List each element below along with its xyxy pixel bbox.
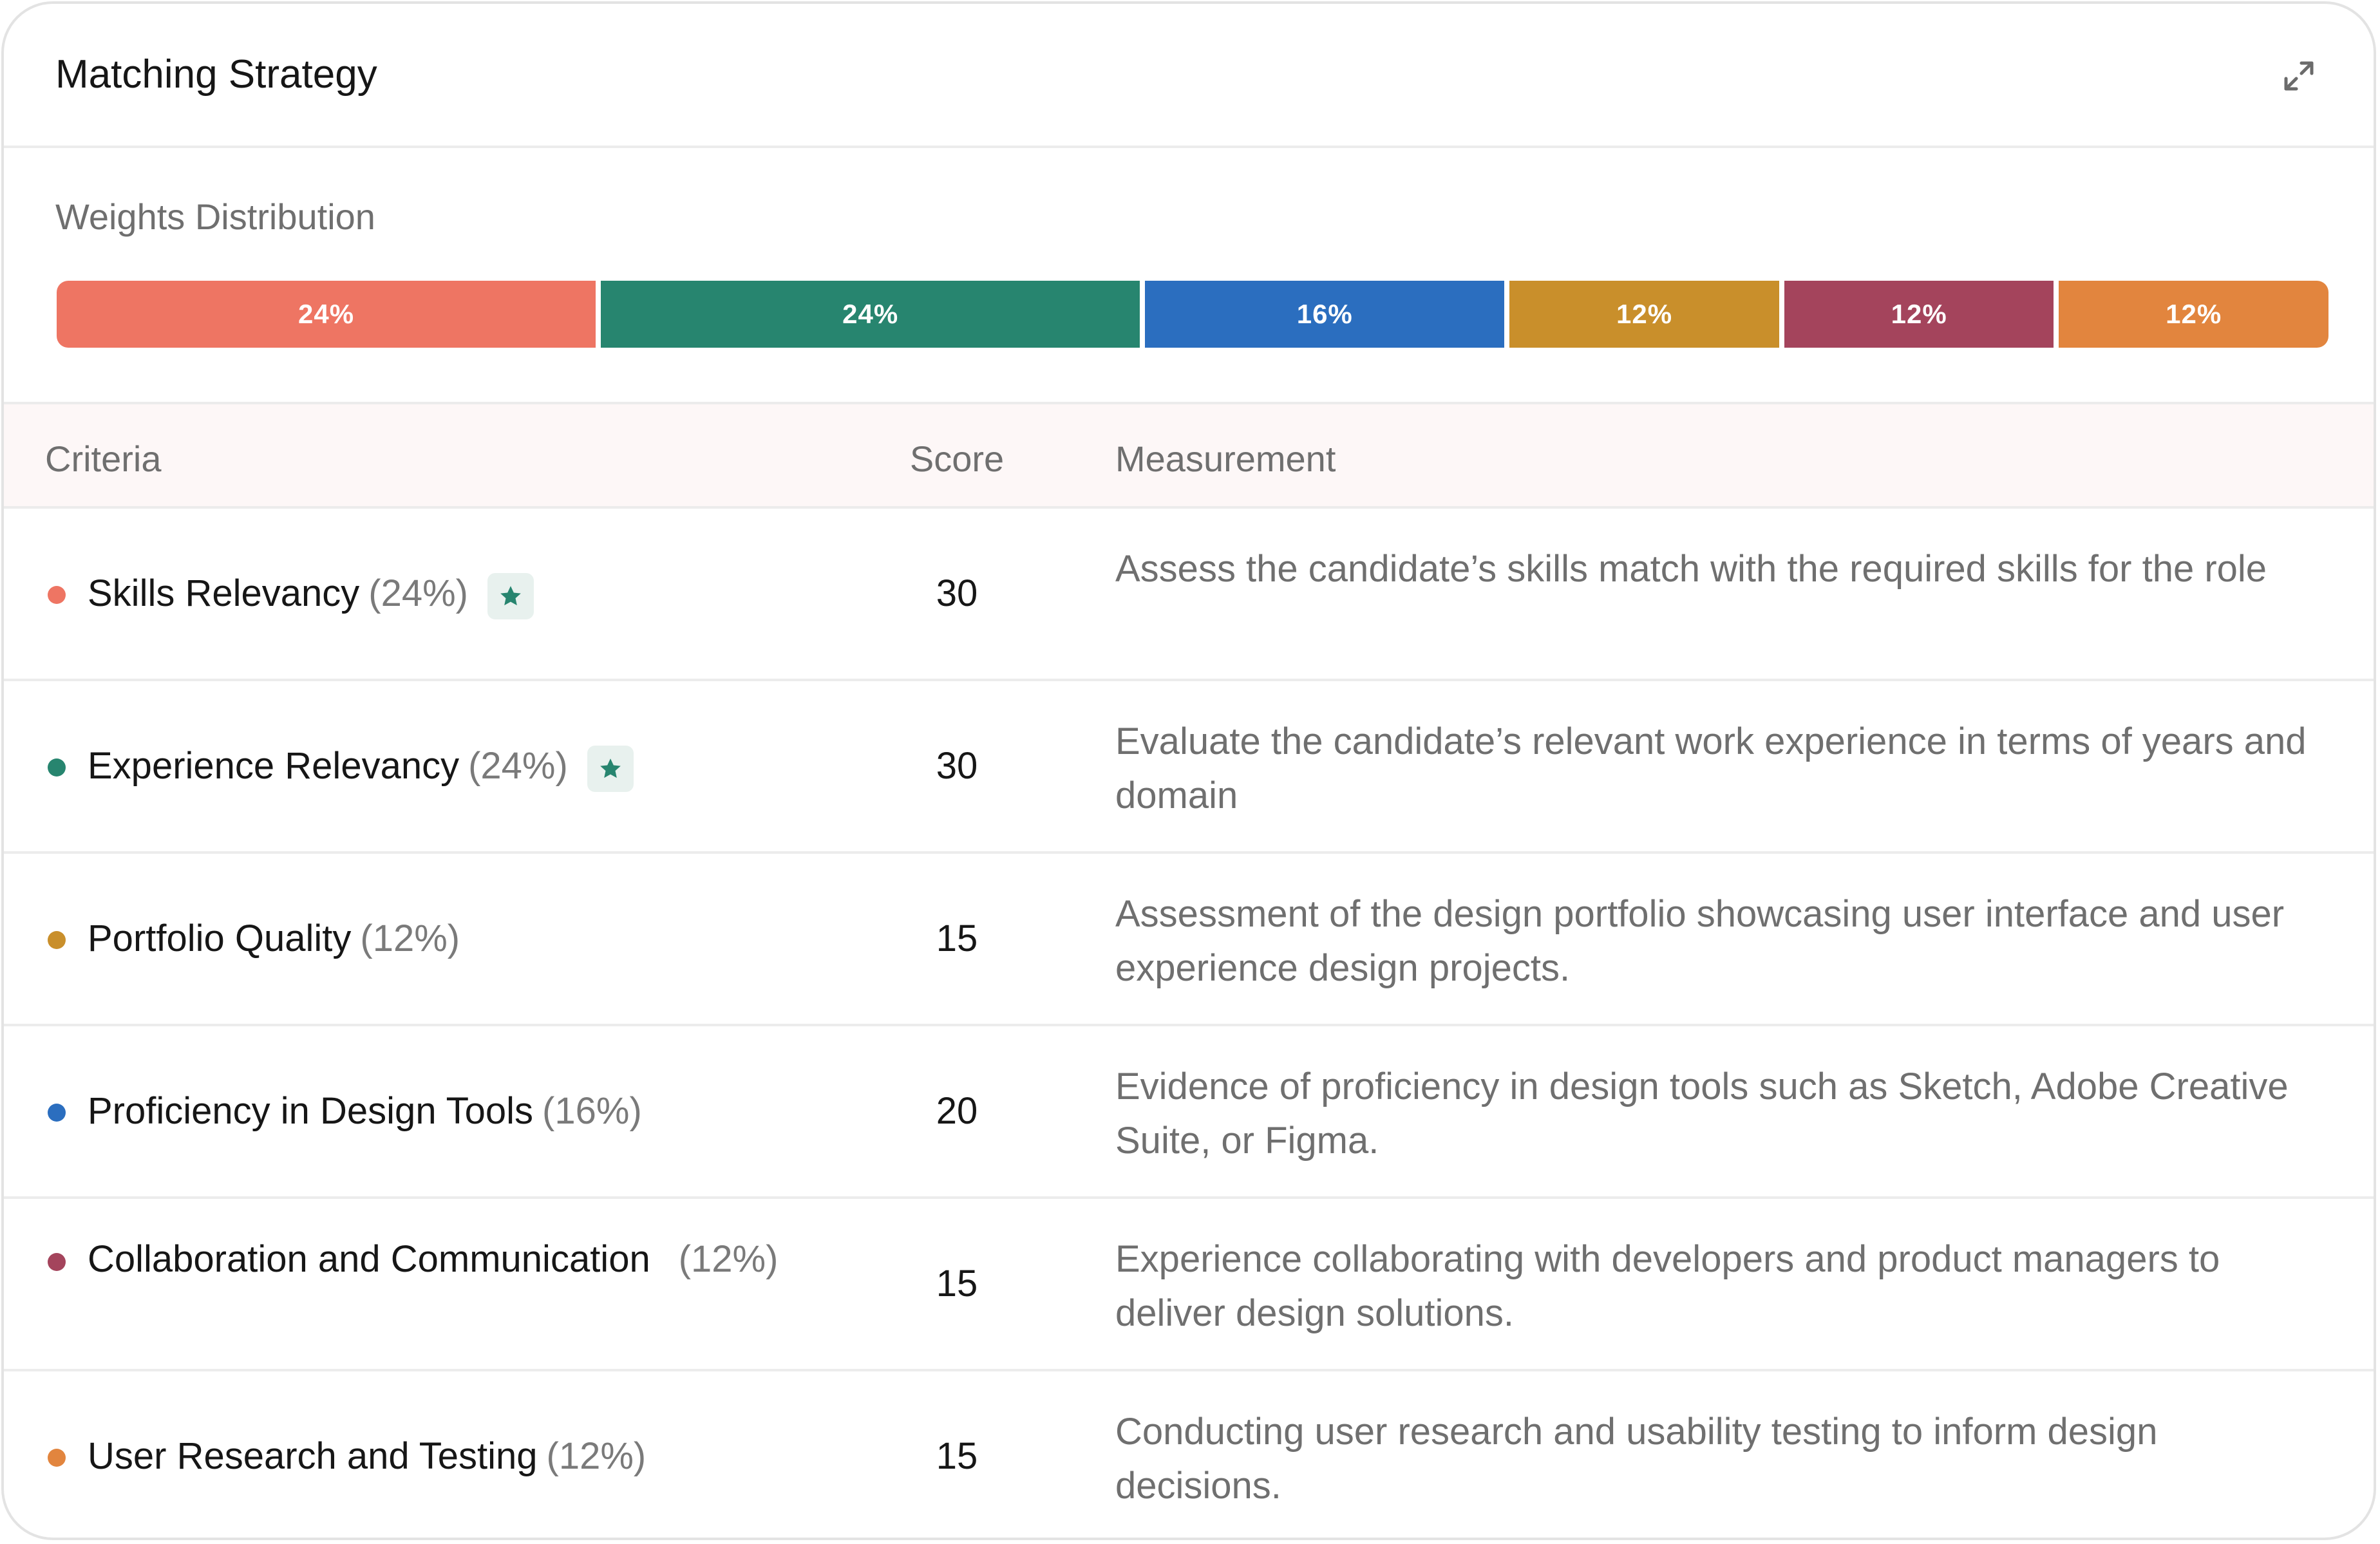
criteria-name: User Research and Testing — [88, 1435, 538, 1477]
score-value: 15 — [936, 1263, 978, 1304]
criteria-cell: Proficiency in Design Tools (16%) — [88, 1089, 642, 1133]
criteria-color-dot — [48, 931, 66, 949]
criteria-color-dot — [48, 1253, 66, 1271]
table-header: Criteria Score Measurement — [4, 402, 2374, 509]
measurement-text: Evidence of proficiency in design tools … — [1115, 1066, 2289, 1162]
weight-segment: 12% — [2059, 281, 2328, 348]
criteria-weight: (12%) — [678, 1238, 779, 1280]
score-value: 15 — [936, 1435, 978, 1477]
score-value: 30 — [936, 745, 978, 787]
score-value: 30 — [936, 572, 978, 614]
criteria-name: Portfolio Quality — [88, 918, 352, 959]
criteria-name: Collaboration and Communication — [88, 1238, 650, 1280]
weights-distribution-bar: 24% 24% 16% 12% 12% 12% — [57, 281, 2328, 348]
criteria-weight: (16%) — [542, 1090, 642, 1132]
criteria-name: Proficiency in Design Tools — [88, 1090, 534, 1132]
score-value: 20 — [936, 1090, 978, 1132]
table-row: User Research and Testing (12%) 15 Conducti… — [4, 1371, 2374, 1538]
weight-segment: 24% — [57, 281, 596, 348]
criteria-cell: User Research and Testing (12%) — [88, 1435, 646, 1478]
star-icon — [587, 745, 634, 792]
measurement-text: Conducting user research and usability t… — [1115, 1411, 2158, 1507]
measurement-text: Evaluate the candidate’s relevant work e… — [1115, 720, 2307, 816]
criteria-color-dot — [48, 758, 66, 777]
weights-section: Weights Distribution 24% 24% 16% 12% 12% 12% — [4, 148, 2374, 402]
weight-segment: 16% — [1145, 281, 1505, 348]
criteria-color-dot — [48, 1449, 66, 1467]
weight-segment: 24% — [601, 281, 1140, 348]
table-row: Skills Relevancy (24%) 30 Assess the candid… — [4, 509, 2374, 681]
score-value: 15 — [936, 918, 978, 959]
measurement-text: Experience collaborating with developers… — [1115, 1238, 2220, 1334]
table-row: Portfolio Quality (12%) 15 Assessment of th… — [4, 854, 2374, 1026]
column-header-score: Score — [909, 438, 1005, 479]
card-header: Matching Strategy — [4, 4, 2374, 148]
measurement-text: Assessment of the design portfolio showc… — [1115, 893, 2285, 989]
column-header-measurement: Measurement — [1115, 438, 1336, 479]
table-row: Proficiency in Design Tools (16%) 20 Eviden… — [4, 1026, 2374, 1199]
weights-distribution-label: Weights Distribution — [55, 196, 375, 237]
criteria-color-dot — [48, 586, 66, 604]
table-row: Collaboration and Communication (12%) 15 Ex… — [4, 1199, 2374, 1371]
criteria-weight: (12%) — [546, 1435, 647, 1477]
criteria-color-dot — [48, 1104, 66, 1122]
criteria-cell: Portfolio Quality (12%) — [88, 917, 460, 960]
criteria-cell: Skills Relevancy (24%) — [88, 572, 534, 619]
criteria-cell: Experience Relevancy (24%) — [88, 744, 634, 792]
card-title: Matching Strategy — [55, 52, 377, 97]
weight-segment: 12% — [1784, 281, 2054, 348]
weight-segment: 12% — [1509, 281, 1779, 348]
column-header-criteria: Criteria — [45, 438, 162, 479]
criteria-weight: (12%) — [360, 918, 460, 959]
criteria-name: Experience Relevancy — [88, 745, 460, 787]
measurement-text: Assess the candidate’s skills match with… — [1115, 548, 2267, 590]
criteria-cell: Collaboration and Communication (12%) — [88, 1238, 778, 1281]
criteria-weight: (24%) — [368, 572, 468, 614]
criteria-weight: (24%) — [468, 745, 568, 787]
criteria-name: Skills Relevancy — [88, 572, 360, 614]
table-row: Experience Relevancy (24%) 30 Evaluate the … — [4, 681, 2374, 854]
star-icon — [487, 572, 534, 619]
expand-icon[interactable] — [2282, 59, 2316, 93]
